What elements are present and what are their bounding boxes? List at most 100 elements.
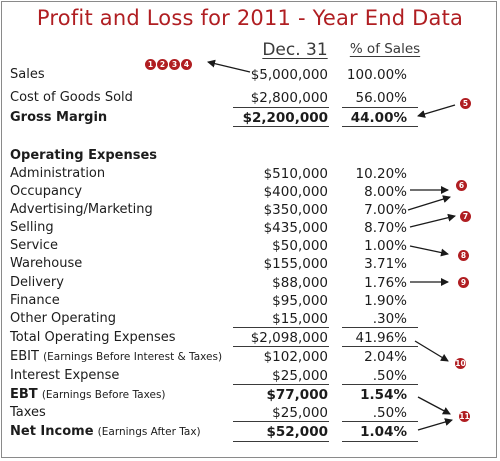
row-taxes: Taxes $25,000 .50% xyxy=(0,404,500,422)
subtotal-rule xyxy=(342,346,418,347)
row-selling: Selling $435,000 8.70% xyxy=(0,219,500,237)
row-label-note: (Earnings Before Taxes) xyxy=(41,389,166,401)
row-label: Net Income (Earnings After Tax) xyxy=(10,423,201,441)
total-rule xyxy=(233,126,329,127)
row-amount: $102,000 xyxy=(263,349,328,365)
callout-badge: 4 xyxy=(181,59,192,70)
total-rule xyxy=(233,441,329,442)
row-gross-margin: Gross Margin $2,200,000 44.00% xyxy=(0,109,500,127)
row-percent: 44.00% xyxy=(350,110,407,126)
row-amount: $25,000 xyxy=(272,368,328,384)
row-amount: $2,098,000 xyxy=(250,330,328,346)
subtotal-rule xyxy=(342,107,418,108)
row-label: Other Operating xyxy=(10,311,117,326)
callout-badge: 2 xyxy=(157,59,168,70)
arrow-11b xyxy=(417,418,453,431)
row-percent: 3.71% xyxy=(364,256,407,272)
row-label: Selling xyxy=(10,220,54,235)
arrow-7a xyxy=(407,195,451,211)
row-label: Sales xyxy=(10,67,45,82)
row-percent: 1.04% xyxy=(360,424,407,440)
row-amount: $155,000 xyxy=(263,256,328,272)
row-label-main: Net Income xyxy=(10,424,94,439)
row-amount: $50,000 xyxy=(272,238,328,254)
row-amount: $435,000 xyxy=(263,220,328,236)
row-percent: 8.00% xyxy=(364,184,407,200)
subtotal-rule xyxy=(233,327,329,328)
arrow-1-4 xyxy=(207,59,251,73)
subtotal-rule xyxy=(342,384,418,385)
row-administration: Administration $510,000 10.20% xyxy=(0,165,500,183)
row-label: Administration xyxy=(10,166,106,181)
row-label: Cost of Goods Sold xyxy=(10,90,133,105)
row-label: Finance xyxy=(10,293,60,308)
row-label-note: (Earnings Before Interest & Taxes) xyxy=(43,351,223,363)
row-percent: 10.20% xyxy=(355,166,407,182)
row-label-note: (Earnings After Tax) xyxy=(97,426,201,438)
row-amount: $2,800,000 xyxy=(250,90,328,106)
row-amount: $350,000 xyxy=(263,202,328,218)
subtotal-rule xyxy=(342,327,418,328)
row-label: Advertising/Marketing xyxy=(10,202,153,217)
row-percent: 56.00% xyxy=(355,90,407,106)
subtotal-rule xyxy=(233,384,329,385)
row-amount: $15,000 xyxy=(272,311,328,327)
callout-badge: 1 xyxy=(145,59,156,70)
row-label-main: EBT xyxy=(10,387,38,402)
subtotal-rule xyxy=(342,421,418,422)
row-percent: 7.00% xyxy=(364,202,407,218)
column-header-amount: Dec. 31 xyxy=(262,40,328,60)
row-advertising-marketing: Advertising/Marketing $350,000 7.00% xyxy=(0,201,500,219)
row-interest-expense: Interest Expense $25,000 .50% xyxy=(0,367,500,385)
section-label: Operating Expenses xyxy=(10,148,158,163)
row-label: Delivery xyxy=(10,275,64,290)
row-percent: 41.96% xyxy=(355,330,407,346)
subtotal-rule xyxy=(233,346,329,347)
row-percent: 1.00% xyxy=(364,238,407,254)
row-amount: $95,000 xyxy=(272,293,328,309)
row-amount: $510,000 xyxy=(263,166,328,182)
callout-badge: 11 xyxy=(459,411,470,422)
arrow-7b xyxy=(409,213,456,228)
row-amount: $2,200,000 xyxy=(242,110,328,126)
row-label: Service xyxy=(10,238,59,253)
arrow-8 xyxy=(409,245,449,257)
row-delivery: Delivery $88,000 1.76% xyxy=(0,274,500,292)
column-header-percent: % of Sales xyxy=(349,41,421,57)
callout-badge: 5 xyxy=(460,98,471,109)
row-amount: $88,000 xyxy=(272,275,328,291)
row-label: Occupancy xyxy=(10,184,83,199)
row-percent: 1.76% xyxy=(364,275,407,291)
callout-badge: 9 xyxy=(458,277,469,288)
total-rule xyxy=(342,126,418,127)
callout-badge: 6 xyxy=(456,180,467,191)
row-amount: $400,000 xyxy=(263,184,328,200)
row-label-main: EBIT xyxy=(10,349,39,364)
row-ebt: EBT (Earnings Before Taxes) $77,000 1.54… xyxy=(0,386,500,404)
section-heading-operating-expenses: Operating Expenses xyxy=(0,147,500,165)
row-total-operating-expenses: Total Operating Expenses $2,098,000 41.9… xyxy=(0,329,500,347)
row-amount: $25,000 xyxy=(272,405,328,421)
row-occupancy: Occupancy $400,000 8.00% xyxy=(0,183,500,201)
total-rule xyxy=(342,441,418,442)
row-label: EBIT (Earnings Before Interest & Taxes) xyxy=(10,348,222,366)
row-percent: 8.70% xyxy=(364,220,407,236)
row-other-operating: Other Operating $15,000 .30% xyxy=(0,310,500,328)
row-service: Service $50,000 1.00% xyxy=(0,237,500,255)
callout-badge: 3 xyxy=(169,59,180,70)
row-label: EBT (Earnings Before Taxes) xyxy=(10,386,166,404)
callout-badge: 7 xyxy=(460,211,471,222)
arrow-5 xyxy=(417,104,456,118)
report-title: Profit and Loss for 2011 - Year End Data xyxy=(36,6,464,30)
row-percent: 100.00% xyxy=(346,67,407,83)
arrow-10 xyxy=(414,340,449,362)
row-label: Total Operating Expenses xyxy=(10,330,176,345)
row-warehouse: Warehouse $155,000 3.71% xyxy=(0,255,500,273)
row-percent: 1.90% xyxy=(364,293,407,309)
callout-badge: 10 xyxy=(455,358,466,369)
row-label: Warehouse xyxy=(10,256,83,271)
row-label: Interest Expense xyxy=(10,368,120,383)
subtotal-rule xyxy=(233,421,329,422)
